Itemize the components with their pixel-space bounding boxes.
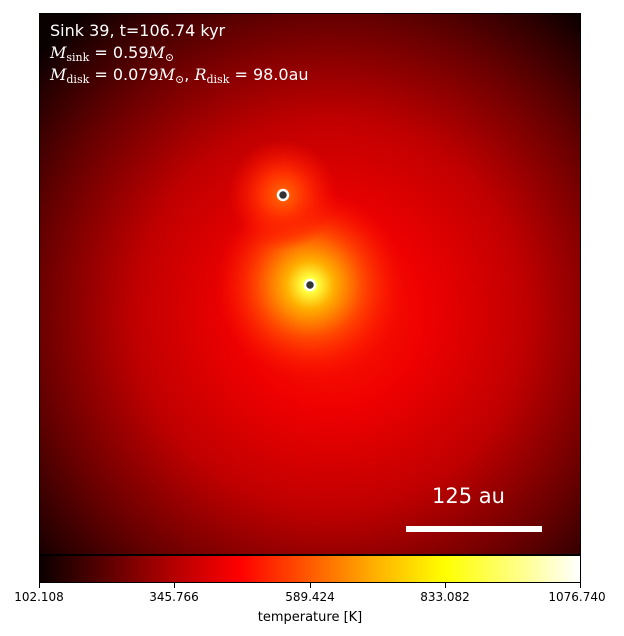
scale-bar-label: 125 au <box>432 484 505 508</box>
separator: , <box>184 65 195 84</box>
temperature-map <box>40 14 580 554</box>
colorbar-tick <box>174 583 175 588</box>
colorbar-tick-label: 1076.740 <box>548 590 606 604</box>
solar-subscript: ⊙ <box>175 73 185 86</box>
disk-mass-subscript: disk <box>66 73 90 86</box>
colorbar-tick <box>445 583 446 588</box>
colorbar-tick-label: 833.082 <box>420 590 470 604</box>
colorbar-tick <box>39 583 40 588</box>
disk-radius-symbol: R <box>194 65 207 84</box>
sink-mass-value: = 0.59 <box>89 43 149 62</box>
scale-bar <box>406 526 542 532</box>
solar-mass-unit: M <box>158 65 176 84</box>
sink-marker <box>276 188 290 202</box>
sink-mass-symbol: M <box>50 43 67 62</box>
colorbar-tick-label: 345.766 <box>149 590 199 604</box>
temperature-map-panel: Sink 39, t=106.74 kyr Msink = 0.59M⊙ Mdi… <box>39 13 581 555</box>
colorbar-tick-label: 102.108 <box>14 590 64 604</box>
colorbar <box>39 555 581 583</box>
disk-radius-subscript: disk <box>206 73 230 86</box>
solar-mass-unit: M <box>148 43 165 62</box>
disk-mass-symbol: M <box>50 65 67 84</box>
colorbar-tick <box>580 583 581 588</box>
colorbar-label: temperature [K] <box>257 610 363 625</box>
disk-radius-unit: au <box>288 65 309 84</box>
colorbar-tick <box>310 583 311 588</box>
disk-properties-label: Mdisk = 0.079M⊙, Rdisk = 98.0au <box>50 65 309 90</box>
solar-subscript: ⊙ <box>164 51 175 64</box>
sink-mass-subscript: sink <box>66 51 90 64</box>
disk-mass-value: = 0.079 <box>89 65 159 84</box>
disk-radius-value: = 98.0 <box>229 65 289 84</box>
sink-time-label: Sink 39, t=106.74 kyr <box>50 21 226 40</box>
sink-marker <box>303 278 317 292</box>
sink-mass-label: Msink = 0.59M⊙ <box>50 43 174 68</box>
colorbar-tick-label: 589.424 <box>285 590 335 604</box>
